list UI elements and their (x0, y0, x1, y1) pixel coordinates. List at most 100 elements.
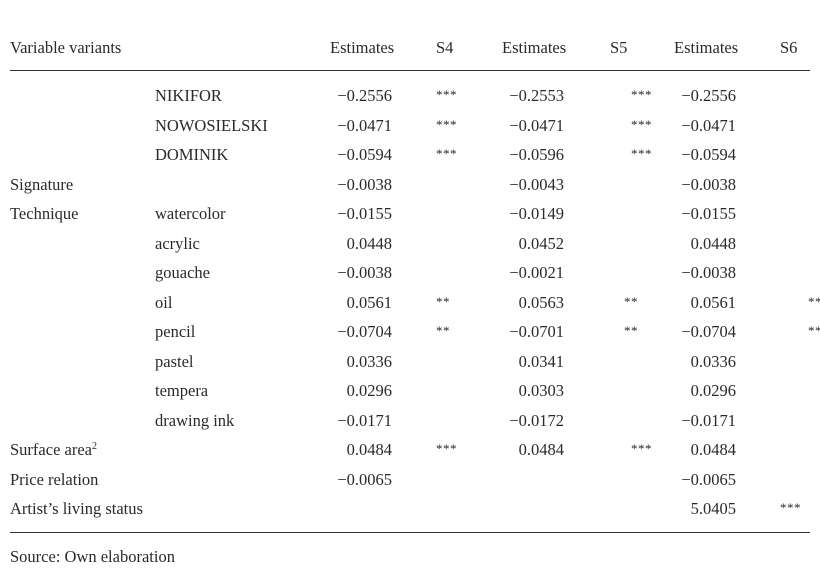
estimate-s4: 0.0561 (346, 292, 392, 312)
estimate-s6-cell: −0.0594 (674, 145, 736, 165)
estimate-s5-cell: 0.0563 (502, 293, 564, 313)
estimate-s4: −0.0038 (337, 174, 392, 194)
significance-s5: *** (631, 441, 652, 456)
estimate-s6: −0.0038 (681, 263, 736, 282)
estimate-s6: 0.0448 (690, 233, 736, 253)
table-row: gouache −0.0038 −0.0021 −0.0038 (10, 263, 810, 292)
estimate-s5-cell: −0.2553 (502, 86, 564, 106)
header-s5: S5 (610, 38, 628, 57)
estimate-s4: −0.0594 (337, 145, 392, 164)
significance-s5: ** (624, 293, 638, 309)
estimate-s4-cell: 0.0484 (330, 440, 392, 460)
table-row: pastel 0.0336 0.0341 0.0336 (10, 352, 810, 381)
estimate-s4: −0.0704 (337, 322, 392, 341)
significance-s4: ** (436, 293, 450, 309)
variable-label-text: Price relation (10, 469, 99, 489)
sub-variable-label: DOMINIK (155, 145, 229, 164)
header-estimates-s4: Estimates (330, 38, 395, 57)
estimate-s4-cell (330, 499, 392, 519)
estimate-s4-cell: −0.0171 (330, 411, 392, 431)
estimate-s5-cell: −0.0149 (502, 204, 564, 224)
estimate-s5-cell: −0.0471 (502, 116, 564, 136)
estimate-s6: −0.0065 (681, 469, 736, 489)
significance-s4: *** (436, 146, 457, 161)
estimate-s5-cell: −0.0021 (502, 263, 564, 283)
variable-label-text: Technique (10, 204, 79, 223)
significance-s6: *** (780, 500, 801, 515)
estimate-s6-cell: 0.0448 (674, 234, 736, 254)
estimate-s4: −0.0065 (337, 469, 392, 489)
estimate-s4-cell: −0.0704 (330, 322, 392, 342)
table-row: Signature −0.0038 −0.0043 −0.0038 (10, 175, 810, 204)
estimate-s5-cell: 0.0303 (502, 381, 564, 401)
significance-s5: ** (624, 323, 638, 338)
estimate-s4: 0.0296 (346, 381, 392, 400)
estimate-s4: −0.0038 (337, 263, 392, 282)
table-row: drawing ink −0.0171 −0.0172 −0.0171 (10, 411, 810, 440)
significance-s4: *** (436, 441, 457, 456)
bottom-rule (10, 532, 810, 533)
estimate-s6: 0.0296 (690, 381, 736, 400)
top-rule (10, 70, 810, 71)
estimate-s6-cell: 0.0336 (674, 352, 736, 372)
variable-label: Technique (10, 204, 78, 224)
variable-label: Artist’s living status (10, 499, 143, 519)
significance-s6: ** (808, 293, 820, 309)
estimate-s6: 5.0405 (690, 499, 736, 518)
variable-label: Price relation (10, 470, 98, 490)
sub-variable-label: acrylic (155, 233, 200, 253)
table-row: NIKIFOR−0.2556***−0.2553***−0.2556*** (10, 86, 810, 115)
estimate-s5: −0.0596 (509, 145, 564, 164)
estimate-s5-cell: −0.0701 (502, 322, 564, 342)
sub-variable-label: gouache (155, 263, 210, 282)
table-row: tempera 0.0296 0.0303 0.0296 (10, 381, 810, 410)
table-row: Price relation −0.0065 −0.0065 (10, 470, 810, 499)
estimate-s5: 0.0341 (518, 351, 564, 371)
estimate-s6: 0.0484 (690, 440, 736, 459)
results-table: Variable variants Estimates S4 Estimates… (10, 0, 820, 580)
table-row: pencil −0.0704 ** −0.0701 ** −0.0704 ** (10, 322, 820, 351)
significance-s4: ** (436, 323, 450, 338)
estimate-s4-cell: 0.0561 (330, 293, 392, 313)
estimate-s4-cell: −0.0155 (330, 204, 392, 224)
estimate-s4-cell: −0.0594 (330, 145, 392, 165)
variable-label-text: Surface area (10, 440, 92, 459)
estimate-s6-cell: −0.0038 (674, 263, 736, 283)
estimate-s5: −0.0172 (509, 410, 564, 430)
estimate-s5: −0.0471 (509, 115, 564, 135)
significance-s4: *** (436, 87, 457, 102)
estimate-s4: −0.0471 (337, 115, 392, 135)
estimate-s4: −0.0155 (337, 204, 392, 223)
sub-variable-label: tempera (155, 381, 209, 400)
estimate-s5: 0.0484 (518, 440, 564, 459)
estimate-s6: −0.0471 (681, 115, 736, 135)
estimate-s6-cell: 5.0405 (674, 499, 736, 519)
estimate-s6-cell: −0.0704 (674, 322, 736, 342)
estimate-s5-cell (502, 499, 564, 519)
estimate-s5-cell: 0.0341 (502, 352, 564, 372)
variable-label: Signature (10, 175, 73, 195)
sub-variable-label: oil (155, 292, 173, 312)
sub-variable-label: NIKIFOR (155, 86, 222, 105)
estimate-s6-cell: −0.0171 (674, 411, 736, 431)
estimate-s5: −0.0021 (509, 263, 564, 282)
estimate-s6: −0.0038 (681, 174, 736, 194)
estimate-s4-cell: 0.0448 (330, 234, 392, 254)
table-row: acrylic 0.0448 0.0452 0.0448 (10, 234, 810, 263)
estimate-s4-cell: 0.0296 (330, 381, 392, 401)
estimate-s4-cell: −0.0038 (330, 175, 392, 195)
estimate-s6: −0.0171 (681, 410, 736, 430)
estimate-s5-cell: −0.0596 (502, 145, 564, 165)
table-row: Artist’s living status 5.0405 *** (10, 499, 810, 528)
header-variable-variants: Variable variants (10, 38, 122, 57)
estimate-s4: −0.2556 (337, 86, 392, 105)
estimate-s5: 0.0303 (518, 381, 564, 400)
estimate-s4-cell: −0.2556 (330, 86, 392, 106)
estimate-s4: 0.0336 (346, 351, 392, 371)
estimate-s5-cell (502, 470, 564, 490)
estimate-s6-cell: −0.0471 (674, 116, 736, 136)
sub-variable-label: drawing ink (155, 410, 235, 430)
variable-label-text: Artist’s living status (10, 499, 143, 518)
sub-variable-label: pastel (155, 351, 194, 371)
estimate-s6: −0.0594 (681, 145, 736, 164)
